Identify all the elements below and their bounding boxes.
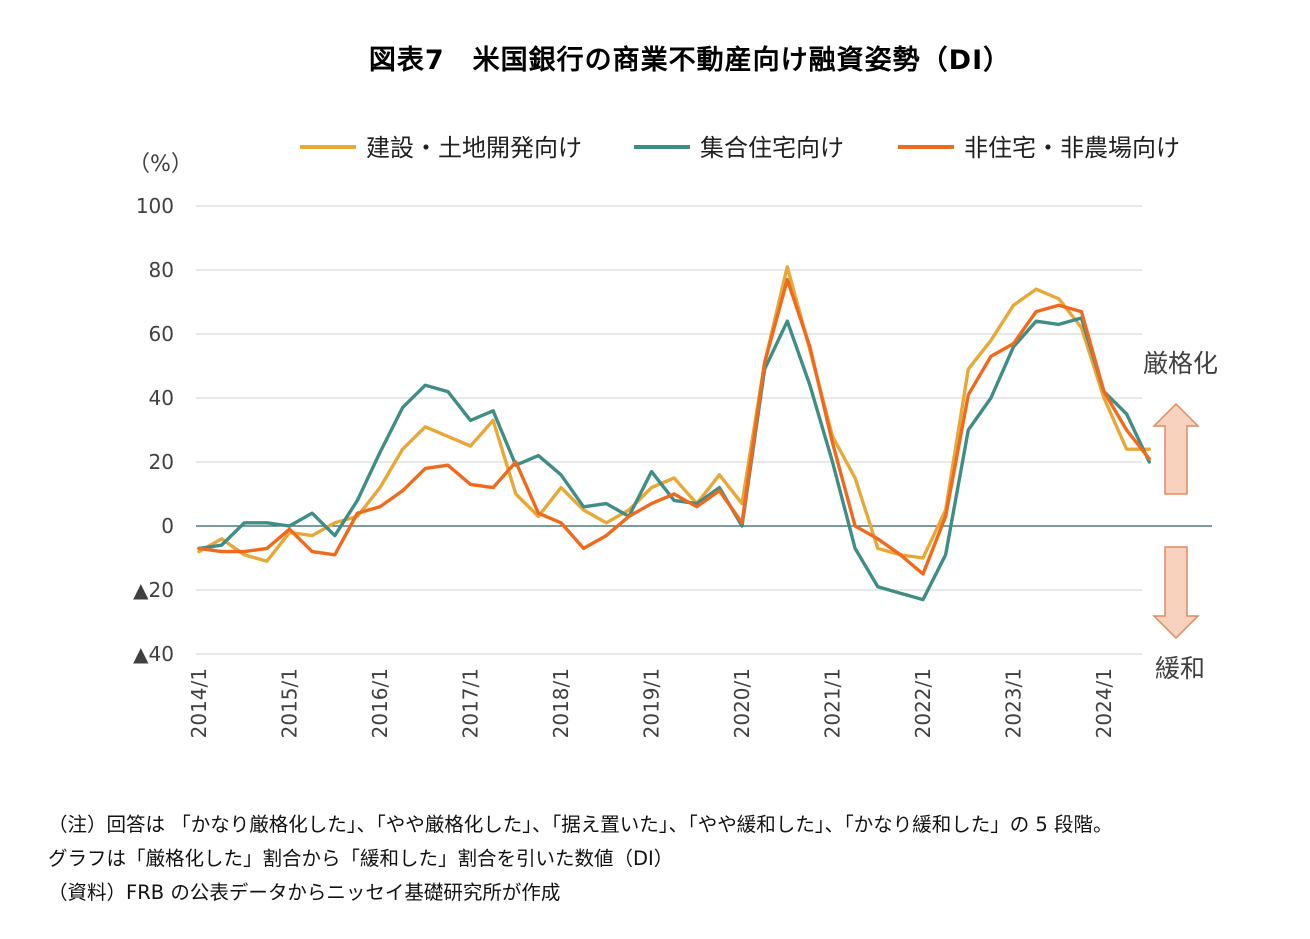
series-line — [197, 277, 1152, 576]
series-line — [197, 265, 1152, 563]
x-tick-label: 2018/1 — [549, 668, 573, 738]
x-tick-label: 2022/1 — [911, 668, 935, 738]
y-axis-tick-labels: 100 80 60 40 20 0 ▲20 ▲40 — [133, 194, 174, 666]
legend-label: 集合住宅向け — [700, 134, 844, 162]
x-tick-label: 2017/1 — [459, 668, 483, 738]
series-line — [197, 316, 1152, 602]
down-arrow-icon — [1152, 546, 1200, 640]
legend: 建設・土地開発向け 集合住宅向け 非住宅・非農場向け — [300, 134, 1180, 162]
footnote-source: （資料）FRB の公表データからニッセイ基礎研究所が作成 — [48, 881, 561, 904]
x-tick-label: 2015/1 — [278, 668, 302, 738]
tightening-label: 厳格化 — [1143, 349, 1218, 378]
y-tick-label: ▲40 — [133, 642, 174, 666]
x-tick-label: 2019/1 — [640, 668, 664, 738]
y-tick-label: 40 — [149, 386, 174, 410]
y-tick-label: ▲20 — [133, 578, 174, 602]
x-tick-label: 2016/1 — [368, 668, 392, 738]
x-tick-label: 2020/1 — [730, 668, 754, 738]
y-tick-label: 60 — [149, 322, 174, 346]
x-tick-label: 2023/1 — [1002, 668, 1026, 738]
y-axis-unit-label: （%） — [128, 152, 193, 177]
footnote-definition: グラフは「厳格化した」割合から「緩和した」割合を引いた数値（DI） — [48, 847, 674, 870]
y-tick-label: 20 — [149, 450, 174, 474]
legend-label: 非住宅・非農場向け — [964, 134, 1180, 162]
legend-label: 建設・土地開発向け — [366, 134, 582, 162]
footnote-note: （注）回答は 「かなり厳格化した」、「やや厳格化した」、「据え置いた」、「やや緩… — [48, 813, 1113, 836]
x-tick-label: 2014/1 — [187, 668, 211, 738]
footnotes: （注）回答は 「かなり厳格化した」、「やや厳格化した」、「据え置いた」、「やや緩… — [48, 808, 1113, 910]
up-arrow-icon — [1152, 402, 1200, 495]
chart-title: 図表7 米国銀行の商業不動産向け融資姿勢（DI） — [368, 45, 1012, 76]
x-tick-label: 2021/1 — [821, 668, 845, 738]
x-axis-tick-labels: 2014/1 2015/1 2016/1 2017/1 2018/1 2019/1 2020… — [187, 668, 1116, 738]
x-tick-label: 2024/1 — [1092, 668, 1116, 738]
easing-label: 緩和 — [1155, 654, 1205, 683]
y-tick-label: 100 — [136, 194, 174, 218]
gridlines — [196, 205, 1212, 655]
y-tick-label: 80 — [149, 258, 174, 282]
y-tick-label: 0 — [161, 514, 174, 538]
series-lines — [197, 265, 1152, 602]
